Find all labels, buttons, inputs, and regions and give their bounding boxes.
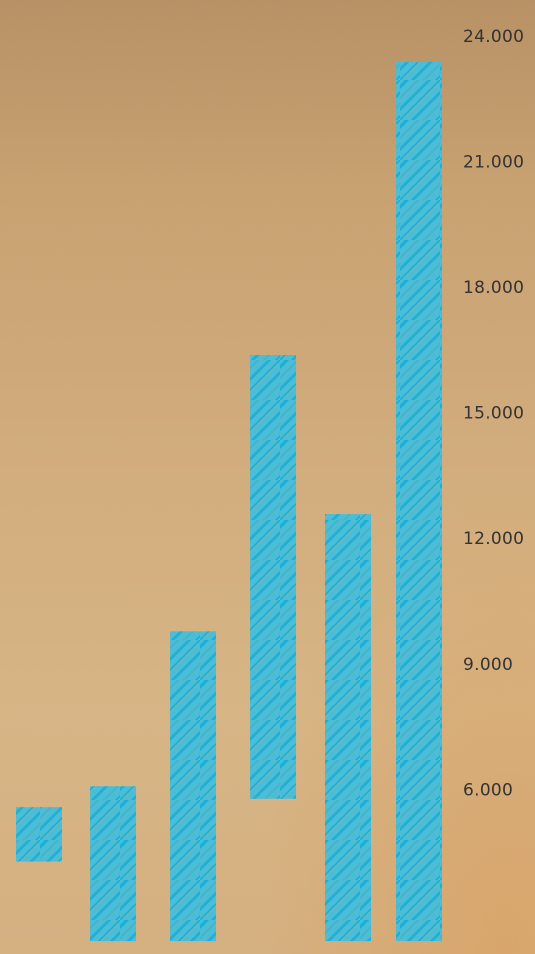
y-tick-label: 21.000: [463, 152, 524, 172]
y-tick-label: 15.000: [463, 404, 524, 424]
y-tick-label: 18.000: [463, 278, 524, 298]
y-tick-label: 12.000: [463, 529, 524, 549]
bars: [16, 61, 442, 942]
y-tick-label: 24.000: [463, 27, 524, 47]
bar-3: [170, 631, 216, 942]
y-tick-label: 9.000: [463, 655, 513, 675]
bar-4: [250, 354, 296, 799]
bar-5: [325, 514, 371, 942]
bar-2: [90, 786, 136, 942]
y-tick-label: 6.000: [463, 780, 513, 800]
y-axis-ticks: 6.000 9.000 12.000 15.000 18.000 21.000 24.000: [463, 27, 524, 801]
bar-6: [396, 61, 442, 942]
bar-1: [16, 807, 62, 862]
